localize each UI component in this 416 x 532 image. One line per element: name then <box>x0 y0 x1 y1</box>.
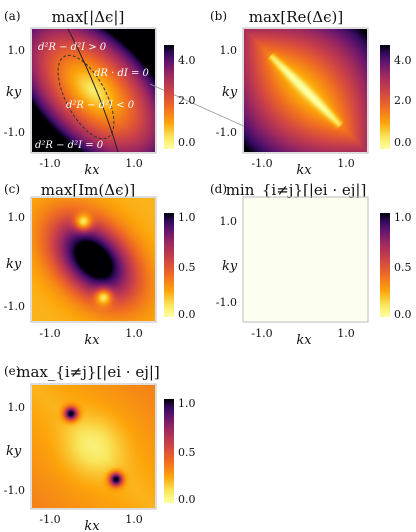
panel-b-xtick-left: -1.0 <box>251 157 272 170</box>
panel-b-title: max[Re(Δϵ)] <box>249 8 343 26</box>
panel-a-colorbar <box>164 45 174 149</box>
panel-e-xtick-right: 1.0 <box>125 513 143 526</box>
panel-e-label: (e) <box>4 364 20 378</box>
panel-e: (e) max_{i≠j}[|ei · ej|] 1.0 -1.0 ky -1.… <box>4 363 196 532</box>
panel-d-cbar-tick-top: 1.0 <box>394 211 412 224</box>
panel-b-heatmap <box>244 29 367 152</box>
panel-a-ylabel: ky <box>6 85 22 100</box>
panel-a-ytick-top: 1.0 <box>8 44 26 57</box>
panel-d-ylabel: ky <box>222 259 238 274</box>
panel-a-xtick-right: 1.0 <box>125 157 143 170</box>
panel-d-frame <box>242 196 369 323</box>
panel-a-annotation-3: d²R − d²I < 0 <box>66 100 135 111</box>
panel-e-xlabel: kx <box>84 519 100 532</box>
panel-a-xlabel: kx <box>84 163 100 178</box>
panel-c-ytick-top: 1.0 <box>8 211 26 224</box>
panel-b-cbar-tick-top: 4.0 <box>394 54 412 67</box>
panel-d-heatmap <box>244 198 367 321</box>
panel-c-cbar-tick-mid: 0.5 <box>178 261 196 274</box>
panel-b-ytick-bottom: -1.0 <box>216 126 237 139</box>
panel-c-frame <box>30 196 157 323</box>
panel-b-frame <box>242 27 369 154</box>
panel-e-heatmap <box>32 385 155 508</box>
panel-b: (b) max[Re(Δϵ)] 1.0 -1.0 ky -1.0 1.0 kx … <box>210 8 412 178</box>
panel-a-cbar-tick-bottom: 0.0 <box>178 136 196 149</box>
panel-a-annotation-1: d²R − d²I > 0 <box>38 42 107 53</box>
panel-d-ytick-top: 1.0 <box>220 215 238 228</box>
panel-d-xtick-left: -1.0 <box>251 327 272 340</box>
panel-d-cbar-tick-bottom: 0.0 <box>394 308 412 321</box>
panel-a-annotation-2: dR · dI = 0 <box>94 68 150 79</box>
panel-a-dashed-ellipse <box>57 54 115 140</box>
panel-a-cbar-tick-mid: 2.0 <box>178 94 196 107</box>
panel-c-colorbar <box>164 213 174 317</box>
panel-d-title: min_{i≠j}[|ei · ej|] <box>226 181 367 199</box>
panel-c-xtick-right: 1.0 <box>125 327 143 340</box>
panel-c: (c) max[Im(Δϵ)] 1.0 -1.0 ky -1.0 1.0 kx … <box>4 181 196 348</box>
panel-a-cbar-tick-top: 4.0 <box>178 54 196 67</box>
panel-a-label: (a) <box>4 9 21 23</box>
panel-a-xtick-left: -1.0 <box>39 157 60 170</box>
panel-e-title: max_{i≠j}[|ei · ej|] <box>16 363 160 381</box>
panel-e-ytick-top: 1.0 <box>8 401 26 414</box>
panel-d-label: (d) <box>210 182 227 196</box>
panel-b-cbar-tick-mid: 2.0 <box>394 94 412 107</box>
panel-c-heatmap <box>32 198 155 321</box>
panel-b-colorbar <box>380 45 390 149</box>
panel-d-ytick-bottom: -1.0 <box>216 296 237 309</box>
panel-b-cbar-tick-bottom: 0.0 <box>394 136 412 149</box>
panel-a-frame <box>30 27 157 154</box>
panel-e-cbar-tick-mid: 0.5 <box>178 446 196 459</box>
panel-d: (d) min_{i≠j}[|ei · ej|] 1.0 -1.0 ky -1.… <box>210 181 412 348</box>
panel-c-xtick-left: -1.0 <box>39 327 60 340</box>
panel-e-xtick-left: -1.0 <box>39 513 60 526</box>
panel-b-ytick-top: 1.0 <box>220 44 238 57</box>
panel-e-cbar-tick-bottom: 0.0 <box>178 493 196 506</box>
panel-d-xlabel: kx <box>296 333 312 348</box>
panel-c-xlabel: kx <box>84 333 100 348</box>
panel-a-heatmap <box>32 29 155 152</box>
panel-c-label: (c) <box>4 182 20 196</box>
panel-c-cbar-tick-bottom: 0.0 <box>178 308 196 321</box>
panel-e-frame <box>30 383 157 510</box>
panel-c-cbar-tick-top: 1.0 <box>178 211 196 224</box>
panel-b-xtick-right: 1.0 <box>337 157 355 170</box>
panel-d-xtick-right: 1.0 <box>337 327 355 340</box>
panel-c-ytick-bottom: -1.0 <box>4 300 25 313</box>
panel-b-ylabel: ky <box>222 85 238 100</box>
panel-c-title: max[Im(Δϵ)] <box>41 181 135 199</box>
panel-a: (a) max[|Δϵ|] d²R − d²I > 0 dR · dI = 0 … <box>4 8 249 178</box>
panel-e-ylabel: ky <box>6 444 22 459</box>
panel-c-ylabel: ky <box>6 257 22 272</box>
panel-b-label: (b) <box>210 9 227 23</box>
panel-a-title: max[|Δϵ|] <box>52 8 125 26</box>
panel-e-ytick-bottom: -1.0 <box>4 484 25 497</box>
panel-e-colorbar <box>164 399 174 503</box>
panel-a-annotation-4: d²R − d²I = 0 <box>35 140 104 151</box>
panel-a-ytick-bottom: -1.0 <box>4 126 25 139</box>
panel-a-boundary-curve <box>67 28 119 153</box>
panel-d-cbar-tick-mid: 0.5 <box>394 261 412 274</box>
panel-d-colorbar <box>380 213 390 317</box>
panel-b-xlabel: kx <box>296 163 312 178</box>
panel-e-cbar-tick-top: 1.0 <box>178 397 196 410</box>
